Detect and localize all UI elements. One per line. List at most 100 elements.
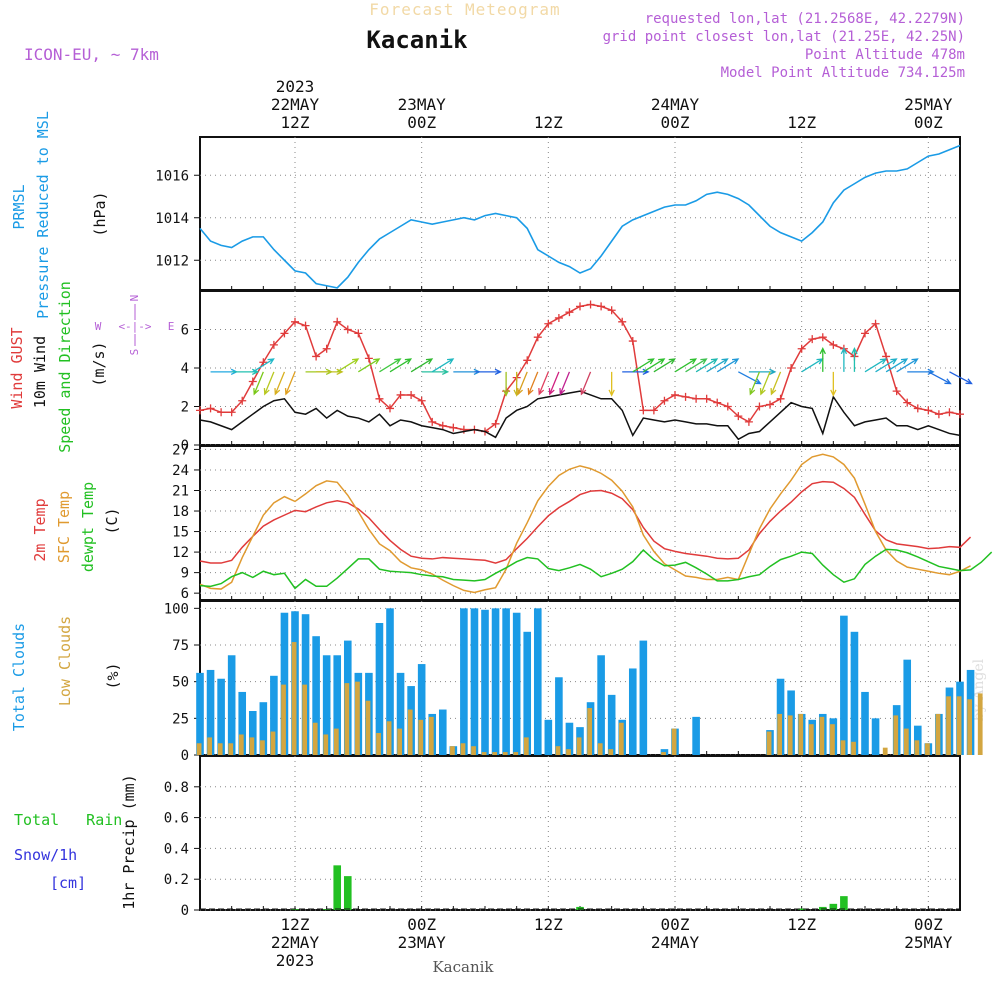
- bar: [829, 903, 838, 910]
- wind-arrow: [410, 358, 434, 373]
- top-time-label: 2023: [276, 77, 315, 96]
- gust-marker: [744, 417, 753, 426]
- top-time-label: 12Z: [281, 113, 310, 132]
- bar: [228, 743, 234, 755]
- wind-arrow: [580, 371, 592, 396]
- gust-marker: [829, 340, 838, 349]
- bar: [196, 743, 202, 755]
- bar: [903, 659, 912, 755]
- bar: [365, 700, 371, 755]
- bar: [460, 743, 466, 755]
- bar: [565, 722, 574, 755]
- wind-arrow: [389, 358, 413, 373]
- series-line: [199, 453, 971, 594]
- bottom-time-label: 2023: [276, 951, 315, 970]
- wind-arrow: [642, 358, 666, 373]
- wind-arrow: [632, 358, 655, 373]
- bar: [322, 909, 331, 911]
- bar: [217, 678, 225, 755]
- bar: [618, 722, 624, 755]
- wind-arrow: [840, 346, 848, 372]
- wind-arrow: [608, 371, 615, 397]
- wind-arrow: [885, 358, 909, 373]
- bar: [566, 749, 571, 755]
- y-tick-label: 15: [172, 525, 189, 541]
- gust-marker: [681, 392, 690, 401]
- bar: [291, 909, 299, 911]
- bottom-time-label: 22MAY: [271, 933, 320, 952]
- y-tick-label: 6: [181, 586, 189, 602]
- gust-marker: [291, 317, 299, 326]
- t2m-label: 2m Temp: [31, 498, 49, 561]
- y-tick-label: 2: [181, 400, 189, 416]
- bar: [196, 672, 204, 755]
- bottom-time-label: 24MAY: [651, 933, 700, 952]
- bar: [450, 746, 455, 755]
- bar: [217, 743, 223, 755]
- bar: [312, 722, 318, 755]
- wind-arrow: [527, 371, 539, 396]
- bar: [597, 743, 603, 755]
- bar: [481, 752, 487, 755]
- bar: [671, 728, 677, 755]
- bar: [333, 865, 342, 910]
- y-tick-label: 24: [172, 463, 189, 479]
- product-title: Forecast Meteogram: [369, 0, 560, 19]
- gust-marker: [322, 344, 331, 353]
- gust-marker: [343, 325, 352, 334]
- y-tick-label: 75: [172, 638, 189, 654]
- gust-marker: [544, 319, 553, 328]
- wind-unit: (m/s): [90, 341, 108, 386]
- panel-3: 0 25 50 75 100: [164, 600, 983, 764]
- wind-arrow: [864, 358, 888, 373]
- bar: [850, 631, 859, 755]
- gust-marker: [871, 319, 880, 328]
- compass-n: N: [128, 295, 141, 302]
- gust-marker: [945, 408, 954, 417]
- gust-marker: [206, 404, 215, 413]
- bar: [871, 718, 880, 755]
- gust-marker: [312, 352, 321, 361]
- wind-arrow: [474, 368, 502, 376]
- bar: [323, 734, 329, 755]
- bottom-time-label: 12Z: [787, 915, 816, 934]
- panel-frame: [199, 445, 961, 601]
- gust-marker: [913, 404, 922, 413]
- bar: [418, 719, 424, 755]
- gust-marker: [280, 329, 289, 338]
- bar: [576, 737, 582, 755]
- bar: [587, 708, 593, 755]
- bar: [830, 724, 835, 755]
- bar: [471, 746, 476, 755]
- bar: [270, 731, 276, 755]
- clouds-unit: (%): [104, 662, 122, 689]
- bar: [977, 693, 983, 755]
- wind-arrow: [875, 358, 898, 373]
- wind-arrow: [716, 358, 740, 373]
- wind-arrow: [538, 371, 549, 396]
- gust-marker: [671, 390, 679, 399]
- gust-marker: [227, 408, 236, 417]
- gust-marker: [818, 333, 827, 342]
- series-line: [199, 480, 972, 564]
- requested-coords: requested lon,lat (21.2568E, 42.2279N): [645, 11, 965, 27]
- bar: [597, 655, 605, 755]
- bar: [491, 608, 500, 755]
- temp-labels: 2m Temp SFC Temp dewpt Temp (C): [31, 482, 121, 572]
- bar: [513, 752, 519, 755]
- bar: [533, 608, 542, 755]
- wind-arrow: [749, 371, 761, 396]
- gust-marker: [301, 321, 310, 330]
- bar: [492, 752, 498, 755]
- y-tick-label: 25: [172, 711, 189, 727]
- bar: [333, 655, 342, 755]
- top-time-label: 24MAY: [651, 95, 700, 114]
- bottom-time-label: 00Z: [407, 915, 436, 934]
- compass-icon: W E <-|-> N S: [95, 295, 175, 356]
- bar: [840, 615, 848, 755]
- top-time-label: 23MAY: [398, 95, 447, 114]
- gust-marker: [787, 364, 796, 372]
- prmsl-label: PRMSL: [10, 184, 28, 229]
- bottom-time-label: 25MAY: [904, 933, 953, 952]
- bottom-time-label: 12Z: [281, 915, 310, 934]
